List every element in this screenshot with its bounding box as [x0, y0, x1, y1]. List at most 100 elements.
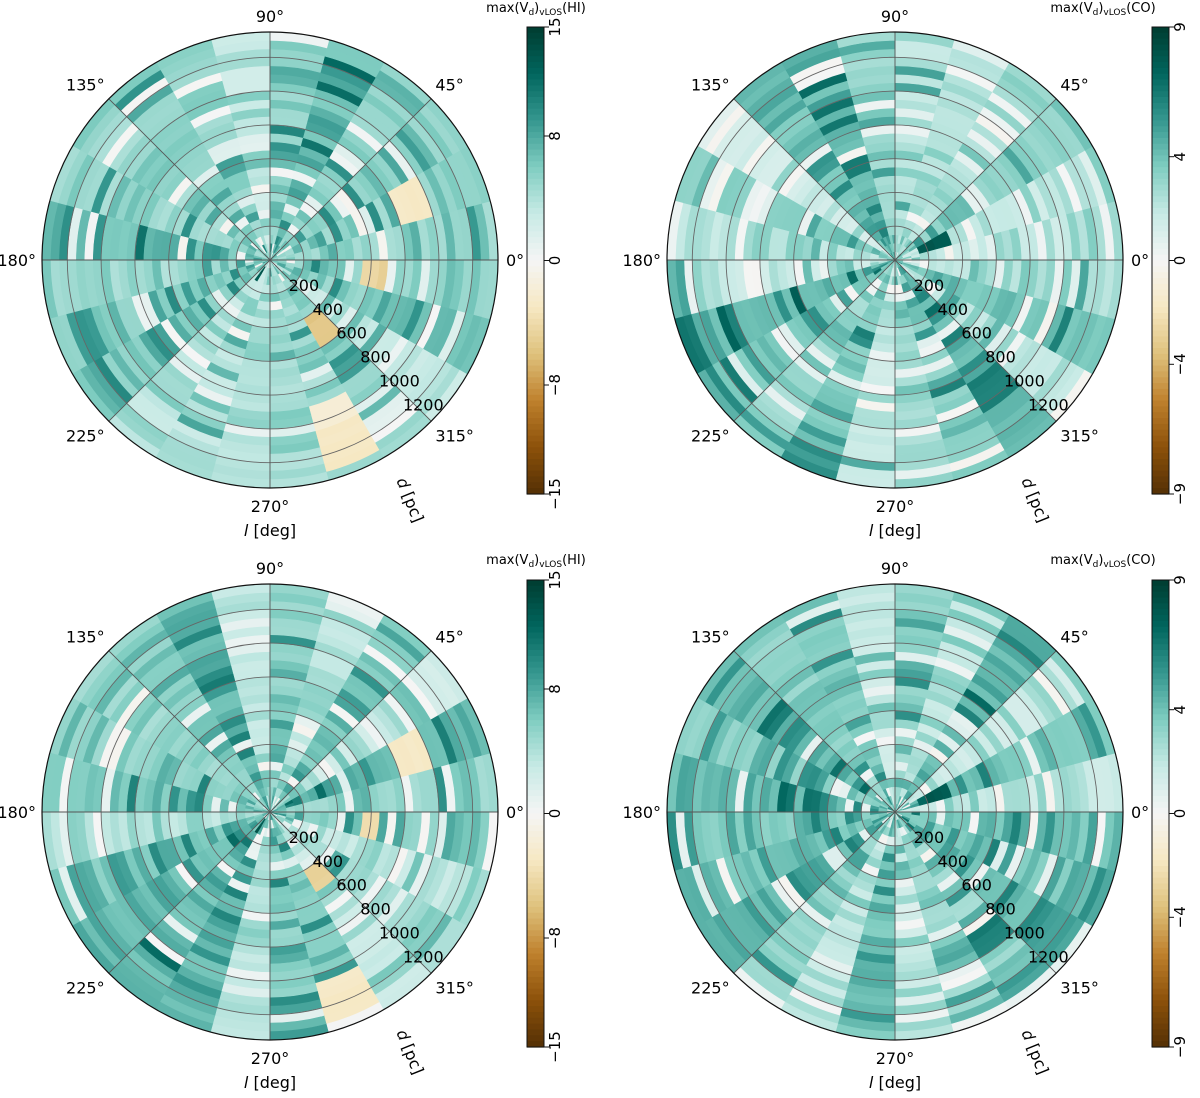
colorbar: 9 4 0 −4 −9: [1151, 22, 1189, 505]
colorbar-segment: [527, 866, 544, 873]
angular-tick-label: 135°: [691, 76, 730, 95]
colorbar-segment: [527, 406, 544, 413]
colorbar-segment: [1152, 965, 1169, 972]
colorbar-segment: [1152, 202, 1169, 209]
colorbar-segment: [1152, 178, 1169, 186]
colorbar-tick-label: 9: [1171, 575, 1189, 585]
radial-tick-label: 600: [336, 324, 367, 343]
colorbar-segment: [1152, 231, 1169, 238]
colorbar-segment: [1152, 50, 1169, 57]
colorbar-segment: [527, 149, 544, 157]
colorbar-segment: [527, 906, 544, 914]
velocity-heatmap: [667, 584, 1123, 1040]
radial-tick-label: 200: [289, 828, 320, 847]
colorbar-segment: [527, 318, 544, 326]
colorbar-segment: [527, 790, 544, 797]
colorbar-segment: [1152, 994, 1169, 1001]
radial-tick-label: 400: [938, 852, 969, 871]
radial-tick-label: 400: [313, 300, 344, 319]
colorbar-segment: [1152, 760, 1169, 768]
angular-tick-label: 90°: [256, 7, 284, 26]
colorbar-segment: [1152, 348, 1169, 355]
colorbar-segment: [527, 982, 544, 990]
colorbar-segment: [1152, 482, 1169, 489]
colorbar-segment: [527, 213, 544, 221]
colorbar-segment: [527, 114, 544, 121]
colorbar: 15 8 0 −8 −15: [526, 17, 564, 510]
colorbar-segment: [1152, 667, 1169, 674]
radial-tick-label: 200: [289, 276, 320, 295]
colorbar-segment: [1152, 429, 1169, 437]
colorbar-segment: [527, 947, 544, 955]
colorbar-segment: [1152, 883, 1169, 890]
polar-frame: [666, 583, 1124, 1041]
angular-gridline: [269, 650, 432, 813]
colorbar-segment: [1152, 67, 1169, 75]
colorbar-segment: [1152, 132, 1169, 139]
colorbar-segment: [1152, 219, 1169, 227]
colorbar-segment: [527, 260, 544, 267]
colorbar-segment: [527, 749, 544, 756]
colorbar-tick-label: 0: [1171, 256, 1189, 266]
colorbar-segment: [1152, 813, 1169, 820]
angular-tick-label: 270°: [251, 1049, 290, 1068]
colorbar-segment: [527, 289, 544, 297]
colorbar-segment: [527, 225, 544, 232]
colorbar-segment: [1152, 889, 1169, 896]
colorbar-segment: [1152, 62, 1169, 69]
colorbar-segment: [1152, 790, 1169, 797]
colorbar-tick-label: 4: [1171, 705, 1189, 715]
colorbar-segment: [527, 278, 544, 285]
colorbar-segment: [1152, 854, 1169, 861]
colorbar-segment: [527, 184, 544, 192]
angular-tick-label: 90°: [256, 559, 284, 578]
polar-panel-top-left: 0° 45° 90° 135° 180° 225° 270° 315° 200 400 600 800…: [0, 1, 586, 540]
colorbar-segment: [527, 883, 544, 890]
colorbar-segment: [527, 1017, 544, 1025]
colorbar-segment: [1152, 930, 1169, 937]
colorbar-segment: [1152, 423, 1169, 431]
colorbar-segment: [527, 801, 544, 809]
colorbar-segment: [1152, 1041, 1169, 1048]
colorbar-segment: [1152, 161, 1169, 168]
colorbar-segment: [1152, 836, 1169, 844]
colorbar-segment: [527, 685, 544, 692]
colorbar-segment: [1152, 679, 1169, 686]
polar-panel-bottom-right: 0° 45° 90° 135° 180° 225° 270° 315° 200 400 600 800…: [622, 553, 1189, 1092]
colorbar-segment: [1152, 737, 1169, 745]
angular-gridline: [894, 811, 1057, 974]
angular-tick-label: 0°: [506, 803, 524, 822]
colorbar-segment: [527, 470, 544, 478]
colorbar-segment: [527, 766, 544, 774]
colorbar-segment: [527, 254, 544, 262]
colorbar-segment: [1152, 901, 1169, 908]
colorbar-segment: [1152, 825, 1169, 832]
colorbar-segment: [1152, 982, 1169, 990]
angular-tick-label: 315°: [435, 978, 474, 997]
colorbar-segment: [527, 936, 544, 943]
colorbar-tick-label: −15: [546, 478, 564, 510]
colorbar-segment: [1152, 32, 1169, 40]
colorbar-segment: [1152, 307, 1169, 314]
colorbar-segment: [1152, 27, 1169, 34]
angular-tick-label: 315°: [1060, 978, 1099, 997]
radial-tick-label: 800: [360, 900, 391, 919]
colorbar-segment: [527, 190, 544, 197]
angular-tick-label: 225°: [691, 978, 730, 997]
colorbar-segment: [527, 447, 544, 454]
colorbar-segment: [527, 755, 544, 762]
angular-gridline: [108, 98, 271, 261]
colorbar-segment: [1152, 260, 1169, 267]
colorbar-segment: [1152, 953, 1169, 961]
radial-tick-label: 600: [961, 324, 992, 343]
angular-tick-label: 225°: [66, 426, 105, 445]
colorbar-segment: [1152, 120, 1169, 127]
colorbar-segment: [527, 418, 544, 425]
colorbar-segment: [1152, 959, 1169, 966]
angular-tick-label: 180°: [622, 803, 661, 822]
colorbar-tick-label: −9: [1171, 483, 1189, 505]
radial-tick-label: 1200: [403, 947, 444, 966]
angular-tick-label: 180°: [0, 251, 36, 270]
colorbar-segment: [527, 965, 544, 972]
colorbar-segment: [527, 67, 544, 75]
